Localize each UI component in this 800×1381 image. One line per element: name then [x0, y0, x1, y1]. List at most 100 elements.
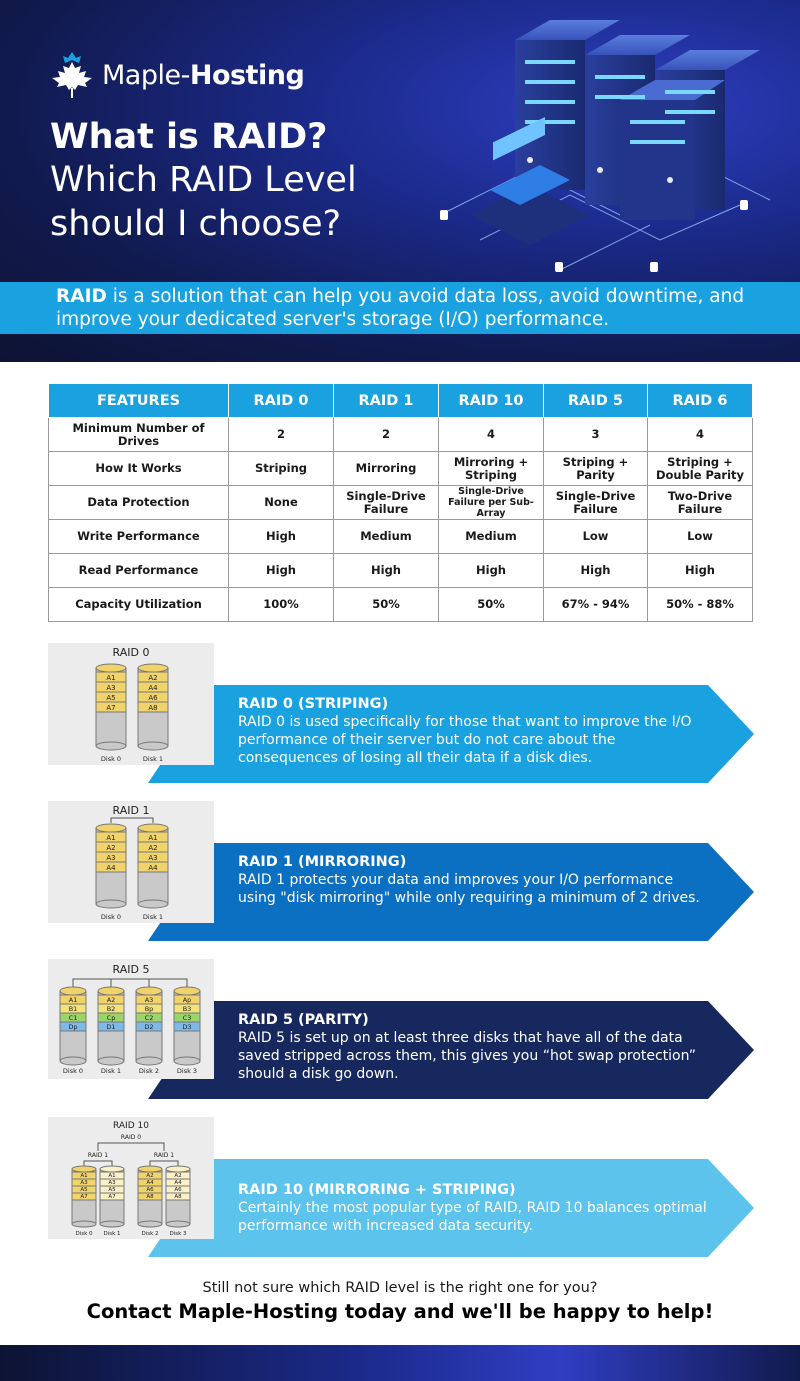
block-label: D3 [182, 1023, 191, 1031]
block-label: Bp [145, 1005, 154, 1013]
table-cell: Striping + Parity [543, 451, 648, 486]
raid1-diagram: RAID 1 A1 A2 A3 A4 Disk 0 [48, 801, 214, 923]
table-cell: High [228, 553, 334, 588]
block-label: Ap [183, 996, 192, 1004]
disk-label: Disk 2 [139, 1067, 159, 1075]
block-label: A2 [148, 674, 157, 682]
arrow-shape [148, 1001, 754, 1099]
feature-cell: Capacity Utilization [48, 587, 229, 622]
disk-label: Disk 3 [177, 1067, 197, 1075]
table-cell: 67% - 94% [543, 587, 648, 622]
table-cell: None [228, 485, 334, 520]
block-label: A8 [146, 1194, 154, 1200]
raid10-title: RAID 10 (MIRRORING + STRIPING) [238, 1182, 516, 1198]
block-label: A4 [174, 1180, 182, 1186]
block-label: A3 [145, 996, 154, 1004]
raid5-disk-illustration: RAID 5 A1 B1 C1 Dp Disk 0 [59, 963, 201, 1075]
disk-0: A1 B1 C1 Dp Disk 0 [59, 986, 87, 1075]
disk-3: A2 A4 A6 A8 Disk 3 [165, 1165, 191, 1237]
table-cell: 2 [333, 417, 439, 452]
block-label: A1 [106, 674, 115, 682]
raid10-description: Certainly the most popular type of RAID,… [238, 1200, 707, 1234]
table-cell: High [543, 553, 648, 588]
table-cell: 4 [438, 417, 544, 452]
table-cell: 100% [228, 587, 334, 622]
feature-cell: Read Performance [48, 553, 229, 588]
table-cell: Two-Drive Failure [647, 485, 753, 520]
arrow-shape [148, 1159, 754, 1257]
disk-label: Disk 0 [101, 913, 121, 921]
table-row: Write Performance High Medium Medium Low… [48, 519, 753, 554]
raid1-banner: RAID 1 (MIRRORING) RAID 1 protects your … [148, 843, 754, 941]
block-label: A7 [80, 1194, 88, 1200]
block-label: A5 [108, 1187, 116, 1193]
disk-label: Disk 3 [169, 1231, 187, 1237]
footer-question: Still not sure which RAID level is the r… [202, 1280, 598, 1296]
diagram-title: RAID 10 [113, 1121, 149, 1131]
column-header: RAID 6 [647, 383, 753, 418]
block-label: A3 [108, 1180, 116, 1186]
feature-cell: Data Protection [48, 485, 229, 520]
block-label: C3 [183, 1014, 192, 1022]
raid1-description: RAID 1 protects your data and improves y… [238, 872, 700, 906]
raid1-title: RAID 1 (MIRRORING) [238, 854, 407, 870]
raid5-description: RAID 5 is set up on at least three disks… [238, 1030, 696, 1082]
block-label: D1 [106, 1023, 115, 1031]
block-label: A1 [108, 1173, 115, 1179]
raid10-banner: RAID 10 (MIRRORING + STRIPING) Certainly… [148, 1159, 754, 1257]
disk-0: A1 A3 A5 A7 Disk 0 [71, 1165, 97, 1237]
sub-label: RAID 1 [88, 1152, 108, 1159]
block-label: A4 [148, 684, 158, 692]
block-label: A8 [148, 704, 157, 712]
disk-0: A1 A3 A5 A7 Disk 0 [95, 663, 127, 763]
raid0-description: RAID 0 is used specifically for those th… [238, 714, 692, 766]
footer-band [0, 1345, 800, 1381]
raid0-title: RAID 0 (STRIPING) [238, 696, 389, 712]
sub-label: RAID 1 [154, 1152, 174, 1159]
block-label: A4 [146, 1180, 154, 1186]
server-illustration [439, 20, 771, 272]
feature-cell: How It Works [48, 451, 229, 486]
table-cell: 4 [647, 417, 753, 452]
table-cell: Medium [333, 519, 439, 554]
block-label: A4 [148, 864, 158, 872]
table-cell: Single-Drive Failure [543, 485, 648, 520]
table-cell: 50% [438, 587, 544, 622]
table-cell: 3 [543, 417, 648, 452]
table-row: Data Protection None Single-Drive Failur… [48, 485, 753, 520]
title-line-2: Which RAID Level should I choose? [50, 160, 357, 244]
block-label: C1 [69, 1014, 78, 1022]
block-label: A2 [146, 1173, 153, 1179]
disk-1: A2 B2 Cp D1 Disk 1 [97, 986, 125, 1075]
brand-logo[interactable]: Maple-Hosting [48, 52, 305, 98]
table-cell: Medium [438, 519, 544, 554]
block-label: A7 [108, 1194, 116, 1200]
disk-label: Disk 2 [141, 1231, 158, 1237]
diagram-title: RAID 1 [113, 804, 150, 817]
table-row: How It Works Striping Mirroring Mirrorin… [48, 451, 753, 486]
table-cell: Low [647, 519, 753, 554]
table-cell: 50% - 88% [647, 587, 753, 622]
contact-cta[interactable]: Contact Maple-Hosting today and we'll be… [86, 1300, 714, 1323]
table-row: Minimum Number of Drives 2 2 4 3 4 [48, 417, 753, 452]
block-label: B3 [183, 1005, 192, 1013]
disk-label: Disk 0 [75, 1231, 93, 1237]
table-cell: High [438, 553, 544, 588]
block-label: A6 [146, 1187, 154, 1193]
block-label: B1 [69, 1005, 78, 1013]
table-cell: High [647, 553, 753, 588]
disk-1: A1 A2 A3 A4 Disk 1 [137, 823, 169, 921]
block-label: D2 [144, 1023, 153, 1031]
block-label: A1 [69, 996, 78, 1004]
block-label: A6 [148, 694, 158, 702]
raid5-title: RAID 5 (PARITY) [238, 1012, 369, 1028]
disk-label: Disk 1 [143, 755, 163, 763]
intro-text: RAID is a solution that can help you avo… [56, 286, 745, 330]
brand-name: Maple-Hosting [102, 59, 305, 91]
table-cell: Striping + Double Parity [647, 451, 753, 486]
disk-label: Disk 1 [143, 913, 163, 921]
diagram-title: RAID 0 [113, 646, 150, 659]
column-header: RAID 5 [543, 383, 648, 418]
column-header: RAID 1 [333, 383, 439, 418]
block-label: A1 [106, 834, 115, 842]
